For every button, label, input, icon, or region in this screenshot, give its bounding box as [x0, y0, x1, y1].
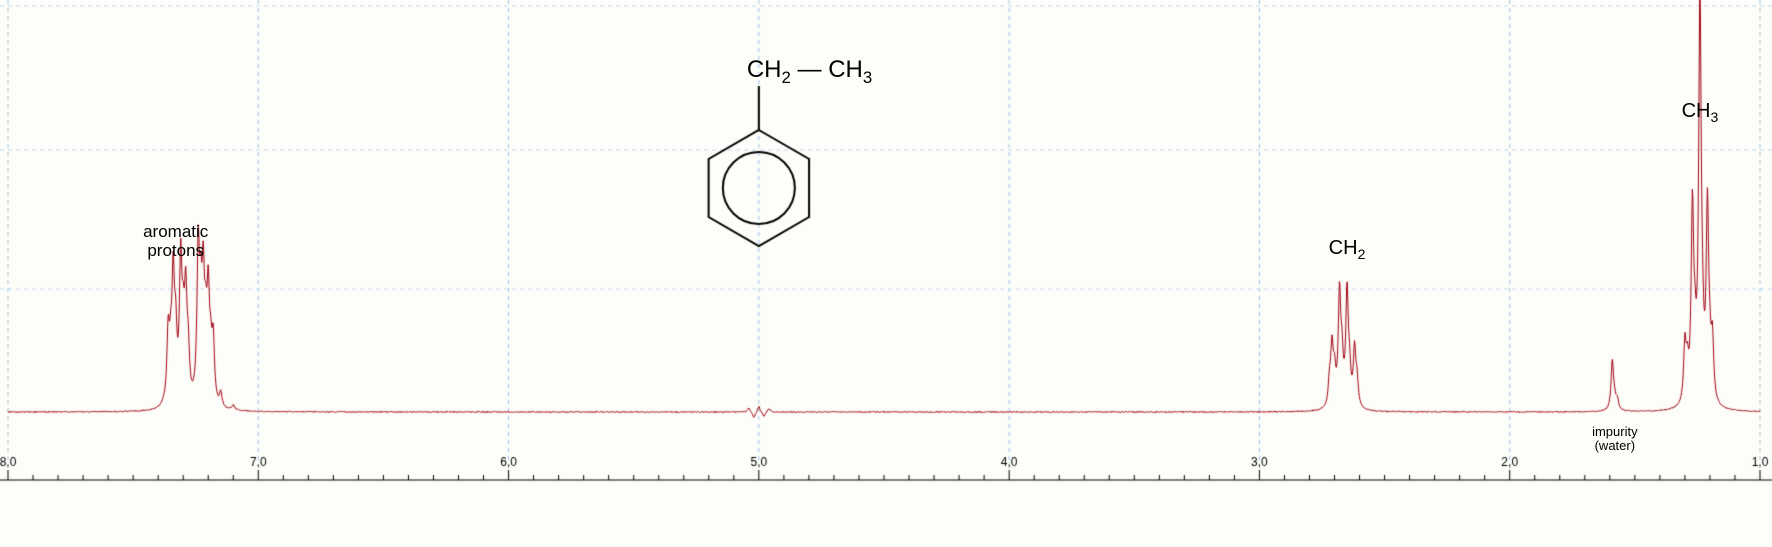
- nmr-spectrum-plot: [0, 0, 1772, 547]
